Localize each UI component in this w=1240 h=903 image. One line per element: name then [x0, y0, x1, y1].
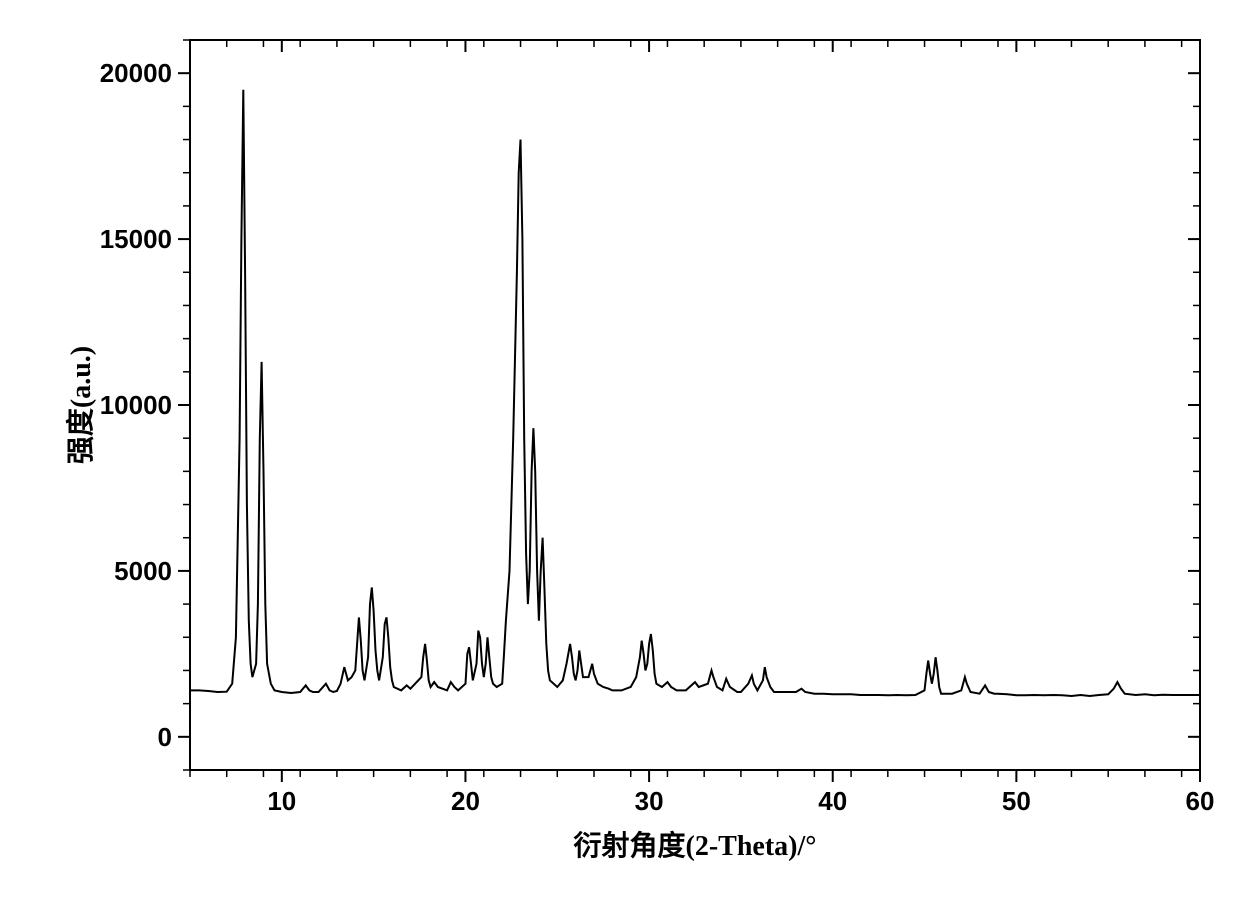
svg-text:10000: 10000	[100, 390, 172, 420]
chart-svg: 10 20 30 40 50 60 0 5000 10000 15000 20000 衍射角度(2-T…	[60, 30, 1220, 870]
y-axis-label: 强度(a.u.)	[65, 346, 97, 464]
svg-text:60: 60	[1186, 786, 1215, 816]
xrd-chart: 10 20 30 40 50 60 0 5000 10000 15000 20000 衍射角度(2-T…	[60, 30, 1220, 870]
svg-text:0: 0	[158, 722, 172, 752]
svg-text:20: 20	[451, 786, 480, 816]
svg-text:5000: 5000	[114, 556, 172, 586]
svg-text:50: 50	[1002, 786, 1031, 816]
xrd-spectrum-line	[190, 90, 1200, 696]
svg-text:15000: 15000	[100, 224, 172, 254]
svg-text:10: 10	[267, 786, 296, 816]
svg-text:30: 30	[635, 786, 664, 816]
svg-text:40: 40	[818, 786, 847, 816]
svg-text:20000: 20000	[100, 58, 172, 88]
x-axis-label: 衍射角度(2-Theta)/°	[574, 829, 817, 862]
